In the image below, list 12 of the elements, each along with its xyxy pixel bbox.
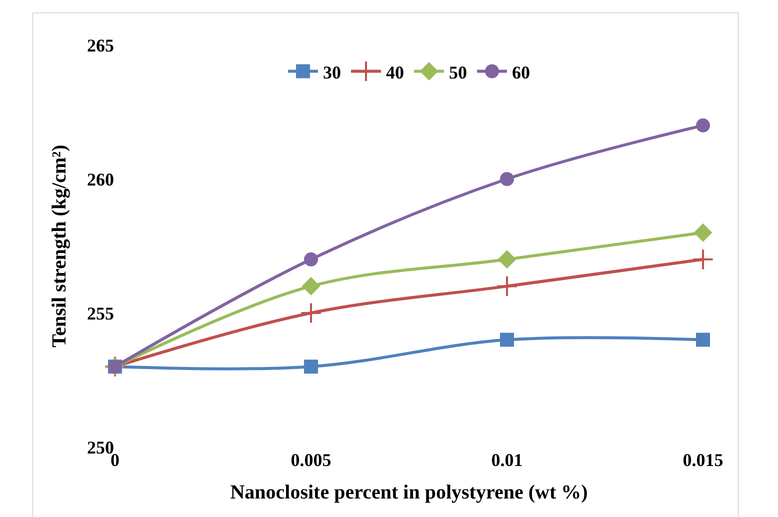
x-tick-label: 0.005	[290, 450, 332, 470]
legend-label: 50	[449, 62, 467, 82]
x-axis-title: Nanoclosite percent in polystyrene (wt %)	[230, 482, 588, 504]
legend-label: 60	[512, 62, 530, 82]
legend-label: 30	[323, 62, 341, 82]
y-tick-label: 260	[87, 169, 114, 190]
y-axis-title: Tensil strength (kg/cm²)	[48, 144, 70, 348]
x-tick-label: 0.01	[491, 450, 523, 470]
y-tick-label: 255	[87, 303, 114, 324]
x-tick-label: 0.015	[682, 450, 724, 470]
y-tick-label: 265	[87, 35, 114, 56]
legend-label: 40	[386, 62, 404, 82]
